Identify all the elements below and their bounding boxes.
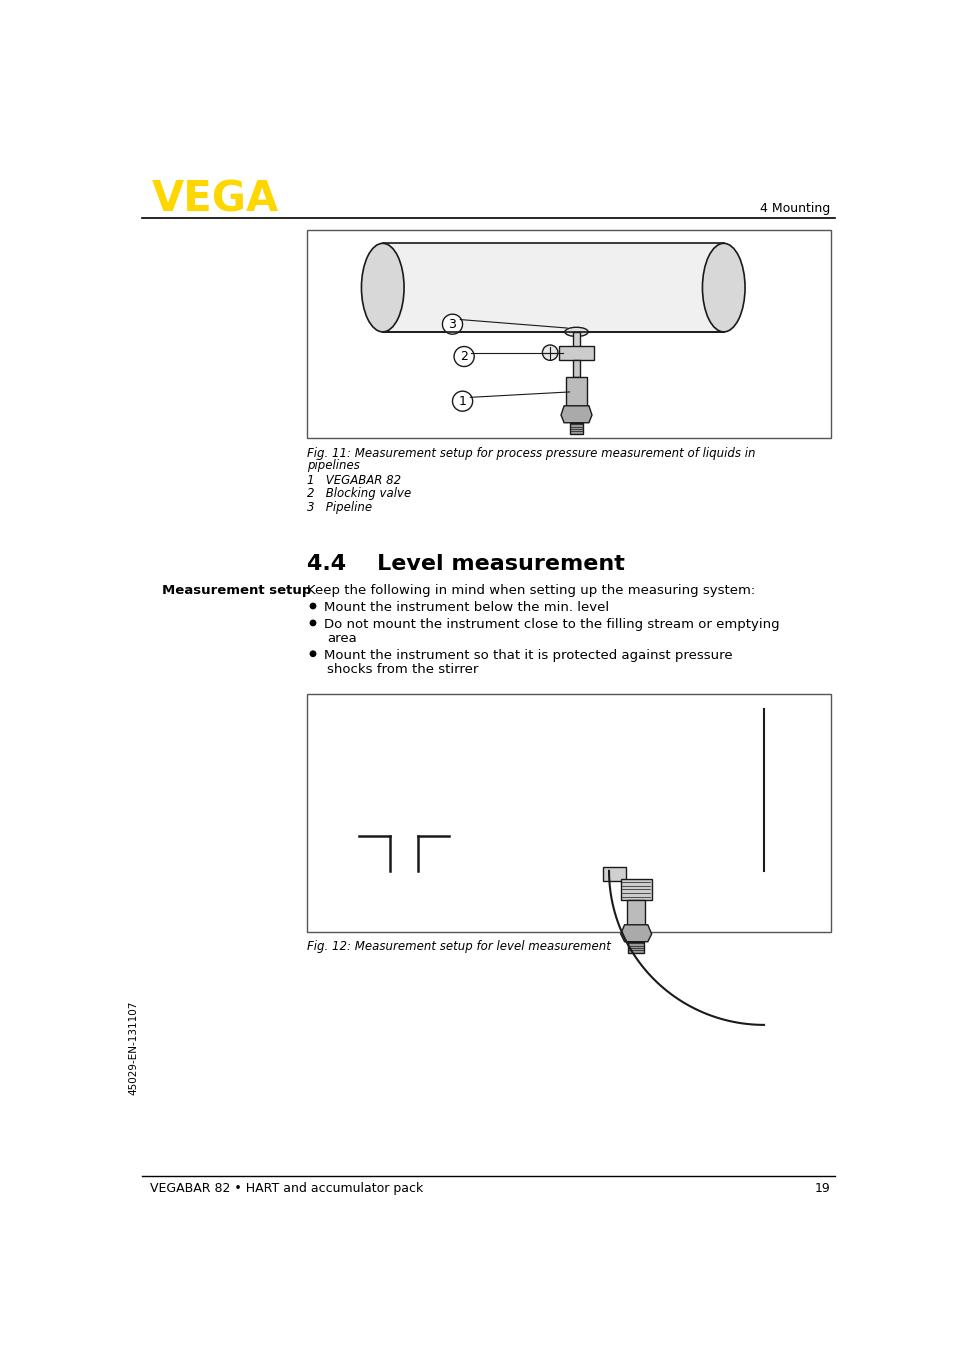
Text: 2: 2: [459, 351, 468, 363]
Bar: [620, 879, 651, 900]
Circle shape: [310, 604, 315, 609]
Circle shape: [310, 620, 315, 626]
Polygon shape: [620, 925, 651, 942]
Circle shape: [452, 391, 472, 412]
Bar: [626, 900, 645, 925]
Bar: [573, 360, 579, 376]
Bar: [565, 376, 587, 406]
Text: Keep the following in mind when setting up the measuring system:: Keep the following in mind when setting …: [307, 585, 754, 597]
Circle shape: [542, 345, 558, 360]
Text: 4.4    Level measurement: 4.4 Level measurement: [307, 554, 624, 574]
Bar: [558, 345, 593, 360]
Text: 3   Pipeline: 3 Pipeline: [307, 501, 372, 513]
Bar: [570, 422, 582, 433]
Ellipse shape: [361, 244, 404, 332]
Text: VEGABAR 82 • HART and accumulator pack: VEGABAR 82 • HART and accumulator pack: [150, 1182, 423, 1194]
Circle shape: [310, 651, 315, 657]
Text: 1   VEGABAR 82: 1 VEGABAR 82: [307, 474, 400, 487]
Ellipse shape: [701, 244, 744, 332]
Circle shape: [442, 314, 462, 334]
Text: Fig. 11: Measurement setup for process pressure measurement of liquids in: Fig. 11: Measurement setup for process p…: [307, 447, 755, 460]
Text: 4 Mounting: 4 Mounting: [760, 202, 830, 215]
Text: pipelines: pipelines: [307, 459, 359, 473]
Circle shape: [454, 347, 474, 367]
Text: 45029-EN-131107: 45029-EN-131107: [128, 1001, 138, 1095]
Polygon shape: [560, 406, 592, 422]
Text: Mount the instrument so that it is protected against pressure: Mount the instrument so that it is prote…: [323, 649, 732, 662]
Bar: [307, 693, 830, 933]
Text: shocks from the stirrer: shocks from the stirrer: [327, 663, 477, 676]
Text: 1: 1: [458, 394, 466, 408]
Text: 3: 3: [448, 318, 456, 330]
Bar: [307, 230, 830, 439]
Text: Do not mount the instrument close to the filling stream or emptying: Do not mount the instrument close to the…: [323, 619, 779, 631]
Text: area: area: [327, 632, 356, 645]
Text: 2   Blocking valve: 2 Blocking valve: [307, 487, 411, 501]
Bar: [628, 942, 643, 952]
Text: Measurement setup: Measurement setup: [162, 585, 311, 597]
Ellipse shape: [564, 328, 587, 337]
Text: VEGA: VEGA: [152, 179, 279, 221]
Text: Mount the instrument below the min. level: Mount the instrument below the min. leve…: [323, 601, 608, 615]
Text: Fig. 12: Measurement setup for level measurement: Fig. 12: Measurement setup for level mea…: [307, 940, 610, 953]
Bar: [572, 332, 579, 347]
Text: 19: 19: [814, 1182, 830, 1194]
Bar: [382, 244, 723, 332]
Bar: [602, 867, 625, 881]
